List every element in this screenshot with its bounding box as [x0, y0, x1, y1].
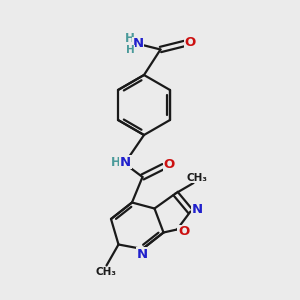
Text: N: N	[132, 37, 144, 50]
Text: CH₃: CH₃	[187, 172, 208, 183]
Text: O: O	[164, 158, 175, 171]
Text: O: O	[184, 36, 196, 49]
Text: H: H	[125, 32, 135, 45]
Text: CH₃: CH₃	[95, 267, 116, 277]
Text: N: N	[191, 202, 203, 216]
Text: H: H	[126, 45, 135, 55]
Text: O: O	[178, 225, 189, 239]
Text: N: N	[120, 155, 131, 169]
Text: H: H	[111, 155, 120, 169]
Text: N: N	[136, 248, 148, 261]
